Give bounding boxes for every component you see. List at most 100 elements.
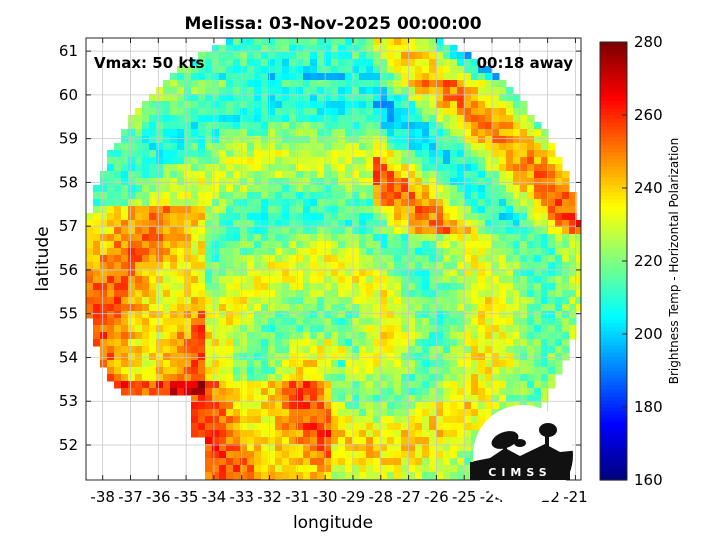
swath-cell	[345, 220, 353, 228]
swath-cell	[226, 199, 234, 207]
swath-cell	[471, 171, 479, 179]
swath-cell	[562, 283, 570, 291]
swath-cell	[149, 143, 157, 151]
colorbar-segment	[600, 436, 627, 441]
swath-cell	[436, 451, 444, 459]
swath-cell	[282, 255, 290, 263]
swath-cell	[184, 171, 192, 179]
swath-cell	[408, 304, 416, 312]
swath-cell	[387, 346, 395, 354]
swath-cell	[548, 262, 556, 270]
swath-cell	[359, 276, 367, 284]
swath-cell	[142, 192, 150, 200]
swath-cell	[198, 59, 206, 67]
swath-cell	[142, 388, 150, 396]
swath-cell	[373, 59, 381, 67]
swath-cell	[352, 87, 360, 95]
swath-cell	[492, 80, 500, 88]
swath-cell	[534, 122, 542, 130]
swath-cell	[373, 423, 381, 431]
swath-cell	[492, 409, 500, 417]
swath-cell	[282, 143, 290, 151]
swath-cell	[394, 388, 402, 396]
swath-cell	[394, 241, 402, 249]
swath-cell	[422, 220, 430, 228]
swath-cell	[359, 52, 367, 60]
swath-cell	[548, 255, 556, 263]
swath-cell	[142, 213, 150, 221]
swath-cell	[324, 451, 332, 459]
swath-cell	[331, 122, 339, 130]
swath-cell	[324, 381, 332, 389]
swath-cell	[254, 269, 262, 277]
swath-cell	[450, 164, 458, 172]
swath-cell	[275, 465, 283, 473]
swath-cell	[177, 241, 185, 249]
swath-cell	[562, 353, 570, 361]
swath-cell	[338, 283, 346, 291]
swath-cell	[331, 416, 339, 424]
swath-cell	[310, 220, 318, 228]
swath-cell	[415, 465, 423, 473]
swath-cell	[289, 129, 297, 137]
swath-cell	[247, 402, 255, 410]
swath-cell	[205, 311, 213, 319]
swath-cell	[471, 220, 479, 228]
swath-cell	[331, 234, 339, 242]
swath-cell	[268, 276, 276, 284]
swath-cell	[464, 332, 472, 340]
colorbar-segment	[600, 410, 627, 415]
swath-cell	[331, 395, 339, 403]
swath-cell	[324, 199, 332, 207]
swath-cell	[317, 192, 325, 200]
swath-cell	[359, 465, 367, 473]
swath-cell	[226, 87, 234, 95]
swath-cell	[366, 416, 374, 424]
swath-cell	[471, 241, 479, 249]
colorbar-segment	[600, 71, 627, 76]
swath-cell	[366, 143, 374, 151]
swath-cell	[443, 227, 451, 235]
swath-cell	[240, 178, 248, 186]
swath-cell	[380, 157, 388, 165]
swath-cell	[401, 451, 409, 459]
swath-cell	[191, 87, 199, 95]
swath-cell	[520, 339, 528, 347]
swath-cell	[359, 122, 367, 130]
swath-cell	[527, 353, 535, 361]
swath-cell	[254, 94, 262, 102]
swath-cell	[373, 311, 381, 319]
swath-cell	[338, 94, 346, 102]
swath-cell	[219, 416, 227, 424]
swath-cell	[492, 108, 500, 116]
swath-cell	[338, 136, 346, 144]
swath-cell	[247, 465, 255, 473]
swath-cell	[436, 381, 444, 389]
swath-cell	[100, 332, 108, 340]
swath-cell	[324, 290, 332, 298]
swath-cell	[156, 367, 164, 375]
swath-cell	[436, 311, 444, 319]
swath-cell	[296, 367, 304, 375]
swath-cell	[478, 213, 486, 221]
swath-cell	[345, 38, 353, 46]
swath-cell	[541, 213, 549, 221]
swath-cell	[338, 220, 346, 228]
swath-cell	[191, 199, 199, 207]
swath-cell	[100, 248, 108, 256]
swath-cell	[485, 388, 493, 396]
swath-cell	[107, 150, 115, 158]
swath-cell	[527, 185, 535, 193]
swath-cell	[303, 38, 311, 46]
swath-cell	[520, 241, 528, 249]
swath-cell	[380, 80, 388, 88]
swath-cell	[366, 45, 374, 53]
swath-cell	[436, 94, 444, 102]
swath-cell	[359, 234, 367, 242]
swath-cell	[366, 430, 374, 438]
swath-cell	[506, 234, 514, 242]
swath-cell	[408, 402, 416, 410]
swath-cell	[135, 374, 143, 382]
swath-cell	[135, 157, 143, 165]
swath-cell	[513, 248, 521, 256]
